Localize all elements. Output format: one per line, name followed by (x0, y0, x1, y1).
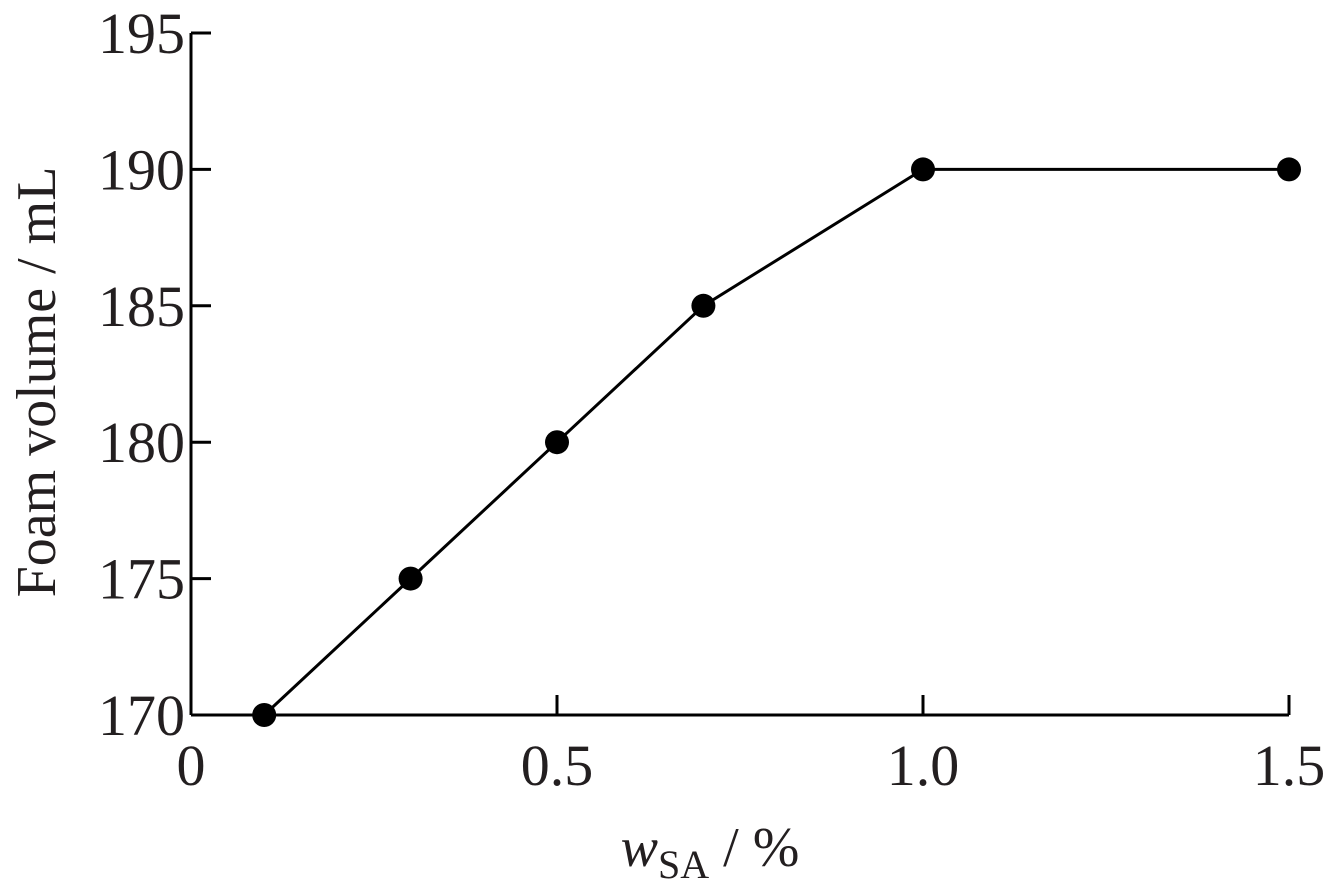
data-point (252, 703, 277, 727)
x-axis-title: wSA / % (621, 817, 800, 887)
y-tick-label: 180 (98, 410, 185, 475)
y-tick-label: 175 (98, 547, 185, 612)
data-point (691, 293, 716, 318)
y-tick-label: 195 (98, 1, 185, 66)
x-axis-title-main: w (621, 817, 658, 879)
data-point (545, 430, 569, 455)
plot-area (252, 157, 1301, 727)
data-point (911, 157, 935, 182)
x-axis-title-subscript: SA (658, 842, 709, 887)
x-tick-label: 0.5 (521, 733, 594, 798)
axes: 170 175 180 185 190 195 0 0.5 1.0 1.5 (98, 1, 1325, 798)
x-tick-label: 1.5 (1253, 733, 1326, 798)
y-axis-title-group: Foam volume / mL (6, 167, 68, 598)
x-tick-label: 0 (177, 733, 206, 798)
y-tick-label: 170 (98, 683, 185, 748)
data-point (1277, 157, 1301, 182)
y-axis-title: Foam volume / mL (6, 167, 68, 598)
y-tick-label: 190 (98, 137, 185, 202)
y-tick-label: 185 (98, 274, 185, 339)
series-line (263, 167, 1289, 717)
x-axis-title-suffix: / % (709, 817, 799, 879)
data-point (398, 566, 423, 591)
x-tick-label: 1.0 (887, 733, 960, 798)
